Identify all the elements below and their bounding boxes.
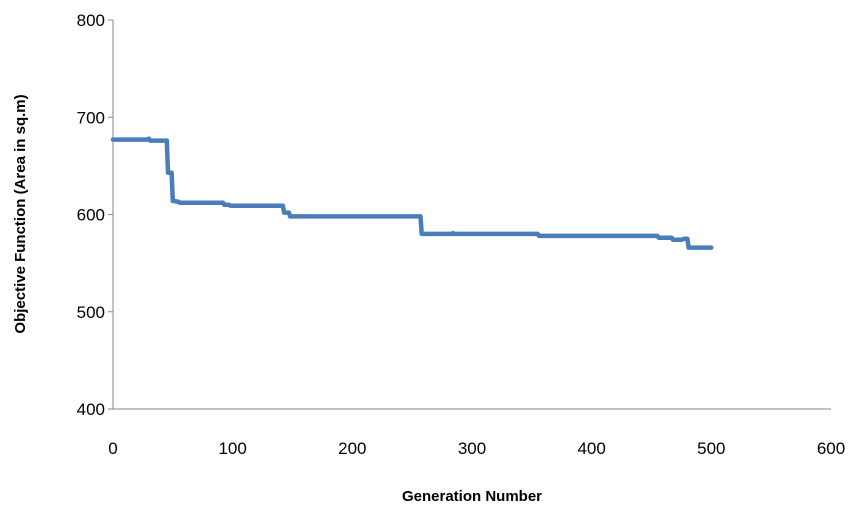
x-tick-labels: 0 100 200 300 400 500 600	[108, 439, 845, 458]
x-tick-label: 200	[338, 439, 366, 458]
y-tick-label: 700	[77, 108, 105, 127]
x-tick-label: 500	[697, 439, 725, 458]
y-tick-label: 600	[77, 206, 105, 225]
series-group	[110, 136, 714, 250]
x-axis-title: Generation Number	[402, 488, 542, 505]
y-tick-label: 400	[77, 400, 105, 419]
series-line	[110, 136, 714, 250]
x-tick-label: 100	[218, 439, 246, 458]
x-tick-label: 400	[577, 439, 605, 458]
x-tick-label: 300	[458, 439, 486, 458]
x-tick-label: 0	[108, 439, 117, 458]
y-tick-labels: 400 500 600 700 800	[77, 11, 113, 419]
x-tick-label: 600	[817, 439, 845, 458]
axes	[112, 20, 831, 410]
y-tick-label: 500	[77, 303, 105, 322]
y-axis-title: Objective Function (Area in sq.m)	[12, 94, 29, 333]
y-tick-label: 800	[77, 11, 105, 30]
